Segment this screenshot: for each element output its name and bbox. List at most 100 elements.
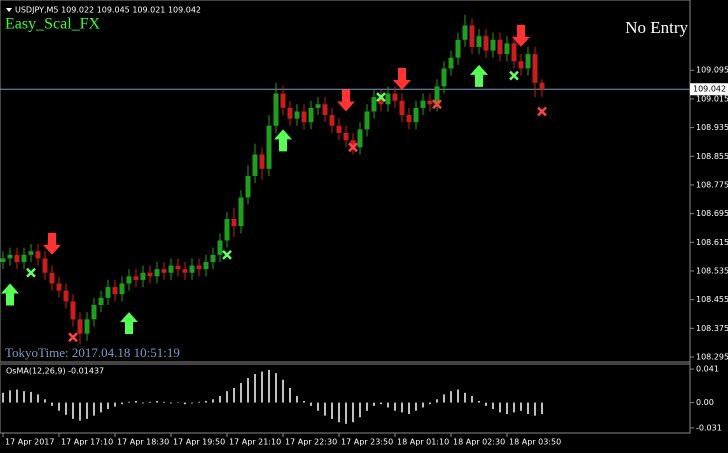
osc-bar: [485, 402, 487, 406]
sell-arrow: [337, 89, 355, 112]
osc-bar: [366, 402, 368, 411]
x-tick-label: 18 Apr 02:30: [453, 438, 505, 447]
osc-bar: [499, 402, 501, 413]
osc-bar: [2, 392, 4, 403]
y-tick-label: 108.775: [696, 180, 728, 189]
candle-body: [77, 319, 83, 334]
osc-bar: [107, 402, 109, 410]
osc-bar: [93, 402, 95, 416]
candle-body: [84, 319, 90, 334]
candle-body: [497, 39, 503, 55]
osc-bar: [261, 371, 263, 403]
osc-bar: [65, 402, 67, 415]
buy-arrow: [274, 129, 292, 152]
osc-bar: [450, 391, 452, 403]
candle-body: [364, 111, 370, 130]
y-tick-label: 108.695: [696, 209, 728, 218]
candle-body: [217, 240, 223, 255]
osc-bar: [72, 402, 74, 419]
candle-body: [476, 36, 482, 47]
osc-bar: [380, 402, 382, 405]
y-tick-label: 108.855: [696, 152, 728, 161]
candle-body: [231, 218, 237, 227]
current-price-label: 109.042: [693, 85, 726, 94]
oscillator-title: OsMA(12,26,9) -0.01437: [6, 367, 104, 376]
candle-body: [378, 97, 384, 105]
candle-body: [301, 111, 307, 123]
candle-body: [343, 132, 349, 141]
candle-body: [91, 305, 97, 320]
osc-bar: [254, 373, 256, 403]
candle-body: [0, 258, 6, 262]
osc-y-tick-label: 0.041: [696, 365, 719, 374]
osc-bar: [86, 402, 88, 419]
y-tick-label: 108.535: [696, 266, 728, 275]
osc-bar: [527, 402, 529, 415]
candle-body: [350, 140, 356, 148]
osc-bar: [205, 400, 207, 403]
osc-bar: [457, 389, 459, 403]
candle-body: [189, 265, 195, 273]
candle-body: [119, 283, 125, 295]
osc-bar: [492, 402, 494, 410]
osc-bar: [121, 402, 123, 405]
osc-bar: [289, 387, 291, 403]
exit-buy-cross: [222, 249, 232, 260]
candle-body: [252, 154, 258, 176]
candle-body: [147, 272, 153, 277]
candle-body: [287, 107, 293, 119]
exit-buy-cross: [509, 70, 519, 81]
x-tick-label: 18 Apr 01:10: [397, 438, 449, 447]
sell-arrow: [393, 67, 411, 90]
exit-buy-cross: [26, 267, 36, 278]
osc-bar: [401, 402, 403, 413]
candle-body: [294, 111, 300, 119]
osc-bar: [51, 402, 53, 406]
candle-body: [182, 269, 188, 273]
osc-bar: [9, 390, 11, 403]
candle-body: [336, 125, 342, 133]
osc-bar: [177, 402, 179, 404]
buy-arrow: [470, 64, 488, 87]
osc-bar: [247, 378, 249, 403]
osc-bar: [23, 391, 25, 403]
osc-bar: [345, 402, 347, 424]
candle-body: [112, 287, 118, 295]
osc-bar: [191, 402, 193, 404]
candle-body: [315, 104, 321, 108]
candle-body: [518, 61, 524, 69]
osc-bar: [506, 402, 508, 415]
osc-bar: [163, 401, 165, 403]
candle-body: [455, 39, 461, 58]
candle-body: [532, 54, 538, 83]
candle-body: [385, 93, 391, 105]
x-tick-label: 17 Apr 22:30: [285, 438, 337, 447]
osc-bar: [268, 369, 270, 403]
osc-bar: [513, 402, 515, 413]
candle-body: [196, 265, 202, 270]
candle-body: [469, 25, 475, 47]
exit-sell-cross: [68, 332, 78, 343]
osc-bar: [464, 392, 466, 403]
candle-body: [98, 297, 104, 306]
candle-body: [406, 115, 412, 123]
candle-body: [49, 272, 55, 284]
candle-body: [525, 54, 531, 69]
osc-bar: [184, 402, 186, 405]
buy-arrow: [1, 283, 19, 306]
tokyo-time: TokyoTime: 2017.04.18 10:51:19: [5, 345, 180, 360]
x-tick-label: 17 Apr 21:10: [229, 438, 281, 447]
osc-bar: [219, 396, 221, 403]
candle-body: [175, 265, 181, 270]
status-label: No Entry: [625, 18, 688, 37]
osc-bar: [443, 394, 445, 403]
osc-bar: [58, 402, 60, 411]
osc-bar: [128, 401, 130, 403]
osc-bar: [429, 402, 431, 405]
y-tick-label: 108.455: [696, 295, 728, 304]
candle-body: [434, 86, 440, 105]
osc-bar: [226, 391, 228, 403]
osc-bar: [310, 402, 312, 406]
current-price-box: [690, 83, 728, 96]
exit-buy-cross: [376, 92, 386, 103]
